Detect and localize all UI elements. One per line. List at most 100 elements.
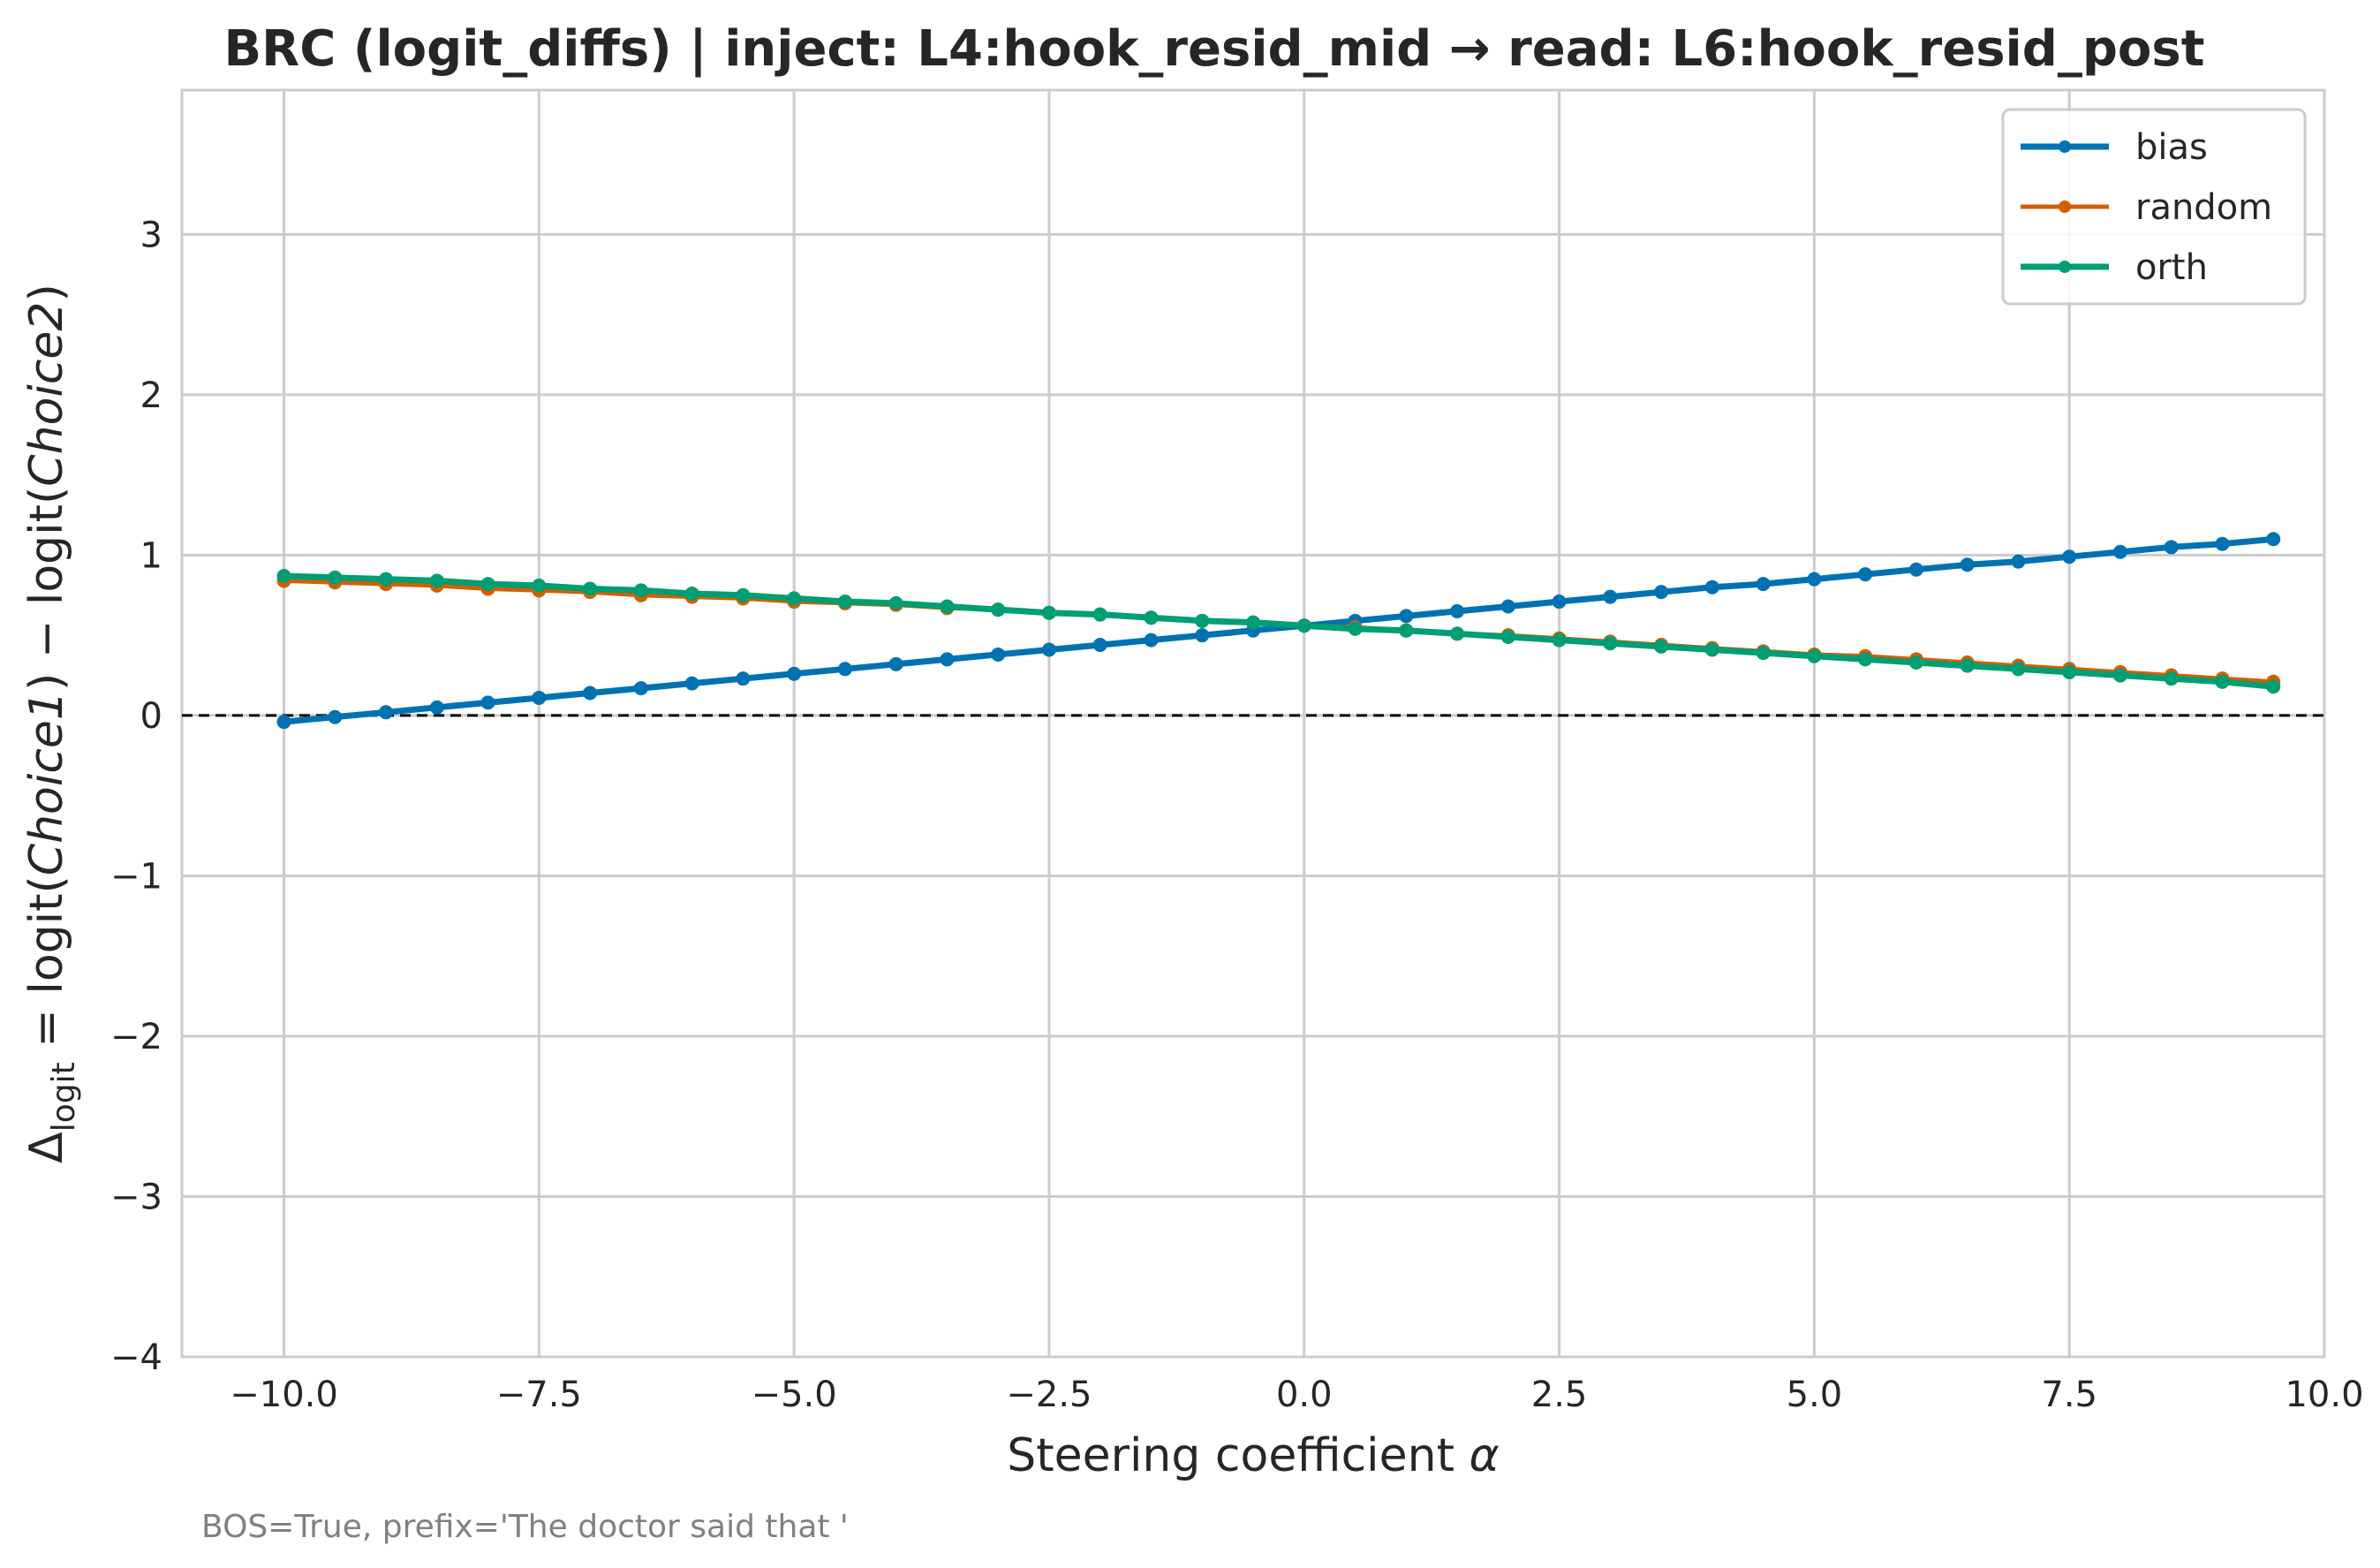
data-point-bias xyxy=(2112,544,2127,559)
data-point-bias xyxy=(1704,579,1719,595)
y-tick-label: 0 xyxy=(140,696,162,737)
legend-label-orth: orth xyxy=(2135,247,2208,288)
data-point-bias xyxy=(1450,603,1465,618)
data-point-bias xyxy=(1908,562,1923,577)
legend-marker-random xyxy=(2059,201,2071,213)
y-tick-label: −3 xyxy=(110,1177,162,1217)
data-point-orth xyxy=(429,573,444,588)
data-point-bias xyxy=(1654,585,1669,600)
data-point-bias xyxy=(1756,577,1771,592)
data-point-bias xyxy=(2266,532,2281,547)
y-tick-label: 3 xyxy=(140,215,162,255)
data-point-orth xyxy=(379,572,394,587)
data-point-orth xyxy=(1450,626,1465,641)
data-point-bias xyxy=(1092,638,1107,653)
y-tick-label: −4 xyxy=(110,1337,162,1378)
x-tick-label: −7.5 xyxy=(496,1375,582,1415)
series-line-orth xyxy=(281,572,2277,690)
data-point-bias xyxy=(1500,599,1515,614)
data-point-orth xyxy=(736,587,751,602)
chart-title: BRC (logit_diffs) | inject: L4:hook_resi… xyxy=(223,20,2204,78)
data-point-bias xyxy=(736,671,751,686)
data-point-orth xyxy=(684,586,699,601)
x-tick-label: −10.0 xyxy=(230,1375,338,1415)
data-point-orth xyxy=(1756,646,1771,661)
data-point-bias xyxy=(787,666,802,681)
series-group xyxy=(276,532,2281,730)
series-bias xyxy=(276,532,2281,730)
data-point-orth xyxy=(888,595,903,610)
data-point-bias xyxy=(583,686,598,701)
x-tick-label: −2.5 xyxy=(1006,1375,1092,1415)
series-orth xyxy=(276,569,2281,694)
data-point-orth xyxy=(2011,662,2026,677)
data-point-orth xyxy=(1654,639,1669,654)
data-point-bias xyxy=(2215,536,2230,551)
data-point-orth xyxy=(940,599,955,614)
data-point-orth xyxy=(837,595,852,610)
y-tick-label: −2 xyxy=(110,1017,162,1057)
data-point-orth xyxy=(480,577,495,592)
data-point-orth xyxy=(276,569,291,584)
data-point-orth xyxy=(1092,607,1107,622)
y-axis-label: Δlogit = logit(Choice1) − logit(Choice2) xyxy=(20,284,82,1163)
data-point-bias xyxy=(379,705,394,720)
data-point-orth xyxy=(328,570,343,585)
data-point-bias xyxy=(940,652,955,667)
data-point-bias xyxy=(1960,557,1975,572)
data-point-bias xyxy=(1552,595,1567,610)
x-tick-label: −5.0 xyxy=(752,1375,837,1415)
x-tick-label: 0.0 xyxy=(1276,1375,1333,1415)
legend-label-bias: bias xyxy=(2135,127,2208,168)
data-point-bias xyxy=(2164,540,2179,555)
data-point-orth xyxy=(1348,621,1363,636)
data-point-bias xyxy=(2062,549,2077,564)
data-point-orth xyxy=(787,591,802,606)
data-point-bias xyxy=(633,681,648,696)
data-point-orth xyxy=(1603,636,1618,651)
data-point-orth xyxy=(583,581,598,596)
data-point-bias xyxy=(1858,567,1873,582)
data-point-bias xyxy=(328,709,343,724)
series-line-bias xyxy=(281,535,2277,725)
x-tick-label: 5.0 xyxy=(1787,1375,1843,1415)
data-point-orth xyxy=(532,578,547,593)
data-point-orth xyxy=(1858,652,1873,667)
x-tick-label: 2.5 xyxy=(1531,1375,1588,1415)
legend-label-random: random xyxy=(2135,187,2272,228)
data-point-orth xyxy=(1908,655,1923,670)
data-point-bias xyxy=(1041,642,1056,657)
data-point-bias xyxy=(1603,589,1618,604)
data-point-orth xyxy=(1246,615,1260,630)
data-point-bias xyxy=(2011,554,2026,569)
x-axis-label: Steering coefficient α xyxy=(1007,1429,1500,1482)
data-point-bias xyxy=(1144,633,1159,648)
data-point-orth xyxy=(2112,668,2127,683)
data-point-bias xyxy=(1399,609,1414,624)
data-point-orth xyxy=(1960,658,1975,673)
data-point-orth xyxy=(1704,642,1719,657)
x-tick-label: 10.0 xyxy=(2285,1375,2363,1415)
data-point-bias xyxy=(429,700,444,715)
y-axis-ticks: −4 −3 −2 −1 0 1 2 3 xyxy=(110,215,162,1378)
data-point-orth xyxy=(1041,605,1056,620)
data-point-bias xyxy=(480,695,495,710)
data-point-orth xyxy=(2215,674,2230,689)
x-axis-ticks: −10.0 −7.5 −5.0 −2.5 0.0 2.5 5.0 7.5 10.0 xyxy=(230,1375,2363,1415)
data-point-bias xyxy=(1195,628,1210,643)
data-point-orth xyxy=(1500,629,1515,644)
data-point-orth xyxy=(1195,613,1210,628)
x-tick-label: 7.5 xyxy=(2041,1375,2097,1415)
footnote: BOS=True, prefix='The doctor said that ' xyxy=(201,1509,849,1545)
data-point-orth xyxy=(2164,671,2179,686)
data-point-orth xyxy=(633,583,648,598)
y-tick-label: −1 xyxy=(110,856,162,897)
data-point-bias xyxy=(1807,572,1822,587)
y-tick-label: 1 xyxy=(140,535,162,576)
data-point-orth xyxy=(2266,679,2281,694)
data-point-bias xyxy=(684,676,699,691)
data-point-orth xyxy=(2062,664,2077,679)
data-point-bias xyxy=(991,647,1006,662)
legend: bias random orth xyxy=(2001,108,2307,306)
